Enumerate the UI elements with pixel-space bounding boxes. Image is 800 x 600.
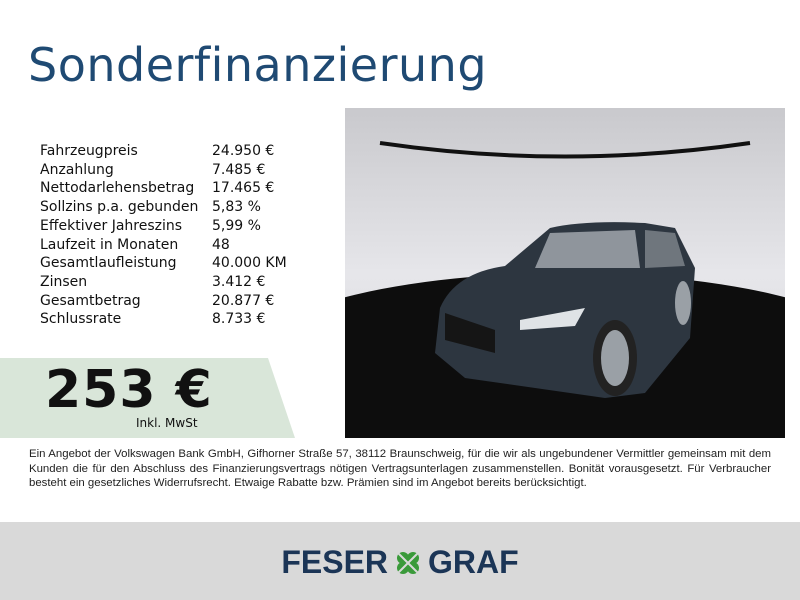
vat-note: Inkl. MwSt (136, 416, 198, 430)
spec-value: 48 (212, 236, 230, 253)
spec-row: Anzahlung 7.485 € (40, 161, 287, 180)
legal-disclaimer: Ein Angebot der Volkswagen Bank GmbH, Gi… (29, 448, 771, 490)
spec-row: Gesamtbetrag 20.877 € (40, 292, 287, 311)
spec-row: Laufzeit in Monaten 48 (40, 236, 287, 255)
spec-label: Fahrzeugpreis (40, 143, 138, 159)
dealer-logo: FESER GRAF (0, 544, 800, 581)
spec-row: Schlussrate 8.733 € (40, 310, 287, 329)
spec-label: Gesamtbetrag (40, 292, 141, 309)
logo-text-right: GRAF (428, 544, 519, 580)
spec-value: 5,83 % (212, 199, 261, 216)
spec-label: Sollzins p.a. gebunden (40, 199, 199, 216)
spec-value: 40.000 KM (212, 255, 287, 272)
financing-specs: Fahrzeugpreis 24.950 € Anzahlung 7.485 € N… (40, 142, 287, 329)
spec-value: 7.485 € (212, 161, 266, 178)
spec-value: 5,99 % (212, 217, 261, 234)
spec-value: 20.877 € (212, 292, 275, 309)
spec-value: 17.465 € (212, 180, 275, 197)
monthly-rate: 253 € (45, 360, 213, 420)
spec-row: Effektiver Jahreszins 5,99 % (40, 217, 287, 236)
spec-row: Sollzins p.a. gebunden 5,83 % (40, 198, 287, 217)
spec-row: Nettodarlehensbetrag 17.465 € (40, 179, 287, 198)
spec-row: Gesamtlaufleistung 40.000 KM (40, 254, 287, 273)
page-title: Sonderfinanzierung (28, 38, 488, 92)
logo-text-left: FESER (281, 544, 389, 580)
spec-label: Gesamtlaufleistung (40, 255, 177, 272)
clover-icon (397, 551, 420, 574)
spec-value: 3.412 € (212, 273, 266, 290)
spec-label: Laufzeit in Monaten (40, 236, 179, 253)
spec-value: 24.950 € (212, 143, 275, 159)
spec-label: Anzahlung (40, 161, 114, 178)
spec-value: 8.733 € (212, 311, 266, 328)
car-photo (345, 108, 785, 438)
spec-row: Zinsen 3.412 € (40, 273, 287, 292)
rate-banner (0, 358, 295, 438)
spec-label: Schlussrate (40, 311, 122, 328)
spec-label: Nettodarlehensbetrag (40, 180, 195, 197)
spec-label: Zinsen (40, 273, 88, 290)
spec-row: Fahrzeugpreis 24.950 € (40, 142, 287, 161)
footer: FESER GRAF (0, 522, 800, 600)
spec-label: Effektiver Jahreszins (40, 217, 183, 234)
